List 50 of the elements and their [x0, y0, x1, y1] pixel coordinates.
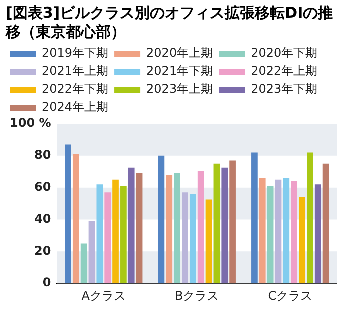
- bar: [252, 152, 258, 284]
- y-tick-label: 80: [34, 148, 52, 162]
- legend-label: 2019年下期: [42, 46, 109, 60]
- x-tick-label: Bクラス: [175, 288, 220, 303]
- bar: [259, 178, 266, 284]
- bar: [267, 186, 274, 284]
- legend-label: 2023年上期: [146, 82, 214, 96]
- bar: [120, 186, 127, 284]
- bar: [190, 194, 196, 284]
- y-tick-label: 20: [34, 244, 52, 258]
- bar: [214, 164, 220, 284]
- bar: [307, 152, 314, 284]
- bar: [136, 173, 143, 284]
- bar: [198, 171, 204, 284]
- legend-label: 2022年下期: [42, 82, 109, 96]
- bar: [166, 175, 173, 284]
- y-tick-label: 60: [34, 180, 52, 194]
- y-tick-label: 100 %: [10, 116, 52, 130]
- x-tick-label: Aクラス: [82, 288, 126, 303]
- y-tick-label: 0: [42, 276, 52, 290]
- legend-label: 2021年上期: [42, 64, 109, 78]
- legend-label: 2023年下期: [251, 82, 318, 96]
- bar: [112, 180, 119, 284]
- bar: [222, 168, 228, 284]
- bar: [314, 184, 322, 284]
- bar: [104, 192, 112, 284]
- bar: [291, 181, 298, 284]
- x-tick-label: Cクラス: [268, 288, 313, 303]
- legend-label: 2022年上期: [251, 64, 318, 78]
- bar: [128, 168, 135, 284]
- bar: [322, 164, 330, 284]
- bar: [65, 144, 72, 284]
- bar: [72, 154, 80, 284]
- bar: [275, 180, 282, 284]
- legend-label: 2024年上期: [42, 100, 109, 114]
- legend-label: 2020年上期: [146, 46, 214, 60]
- legend-label: 2021年下期: [146, 64, 214, 78]
- bar: [206, 200, 212, 284]
- bar: [80, 244, 88, 284]
- bar: [96, 184, 104, 284]
- y-tick-label: 40: [34, 212, 52, 226]
- bar: [182, 192, 188, 284]
- bar: [299, 197, 306, 284]
- bar: [283, 178, 290, 284]
- bar: [88, 221, 96, 284]
- bar: [230, 160, 236, 284]
- bar: [174, 173, 180, 284]
- legend-label: 2020年下期: [251, 46, 318, 60]
- bar: [158, 156, 165, 284]
- chart-title: [図表3]ビルクラス別のオフィス拡張移転DIの推移（東京都心部）: [6, 4, 334, 42]
